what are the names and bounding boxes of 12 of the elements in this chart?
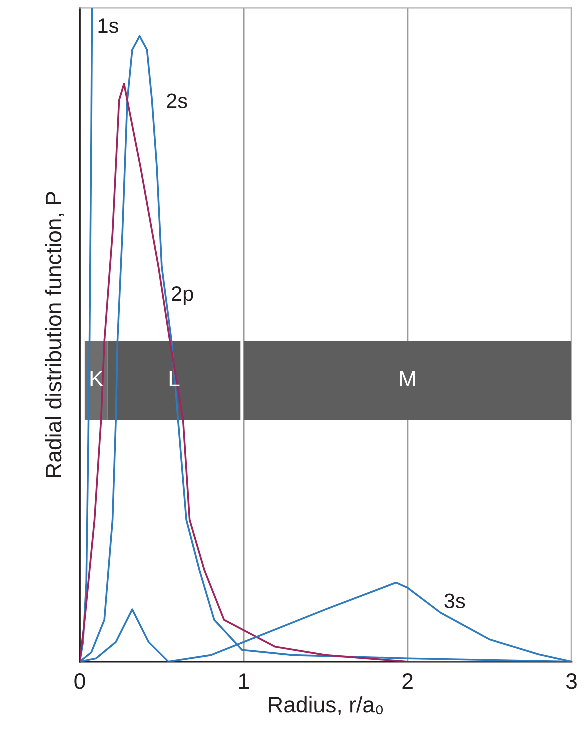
series-label: 2s (167, 94, 188, 108)
x-tick-label: 0 (74, 674, 86, 690)
x-tick-label: 2 (402, 674, 413, 690)
x-axis-title: Radius, r/a₀ (269, 696, 383, 716)
series-label: 1s (98, 18, 118, 34)
band-label: K (90, 371, 104, 387)
y-axis-title: Radial distribution function, P (45, 192, 64, 478)
series-label: 3s (444, 594, 466, 609)
x-tick-label: 1 (239, 674, 250, 690)
band-label: M (400, 371, 416, 387)
x-tick-label: 3 (566, 674, 577, 690)
series-label: 2p (172, 286, 194, 306)
